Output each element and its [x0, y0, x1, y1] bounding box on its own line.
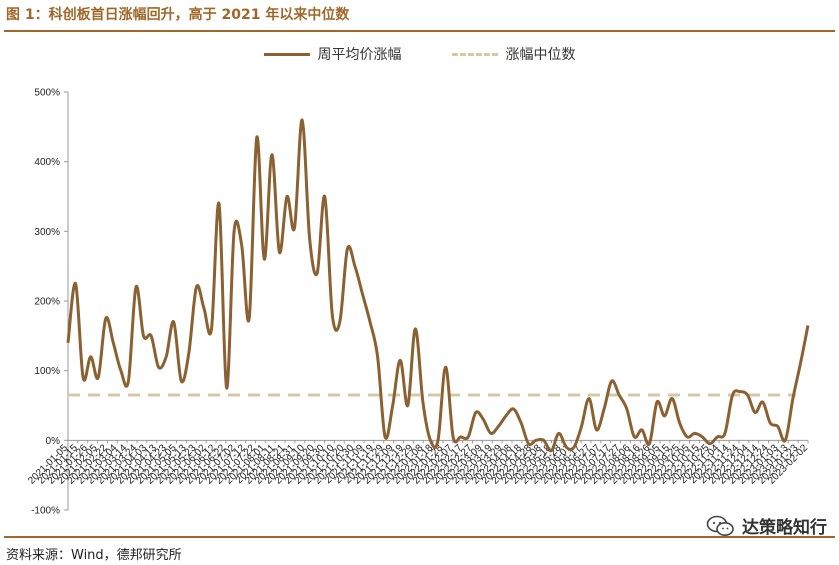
footer-rule [4, 536, 835, 538]
y-tick-label: 0% [46, 436, 61, 447]
legend-solid-swatch [263, 52, 310, 56]
legend: 周平均价涨幅 涨幅中位数 [0, 44, 839, 64]
title-rule [4, 30, 835, 32]
legend-item-median: 涨幅中位数 [451, 44, 576, 64]
series-line-avg [66, 118, 810, 453]
legend-label-median: 涨幅中位数 [505, 47, 576, 63]
chart-title: 图 1：科创板首日涨幅回升，高于 2021 年以来中位数 [6, 7, 350, 23]
legend-label-avg: 周平均价涨幅 [317, 47, 402, 63]
y-tick-label: -100% [31, 506, 60, 517]
y-tick-label: 500% [34, 88, 60, 99]
y-tick-label: 400% [34, 157, 60, 168]
y-tick-label: 300% [34, 227, 60, 238]
y-tick-label: 200% [34, 297, 60, 308]
legend-dashed-swatch [451, 52, 498, 56]
source-note: 资料来源：Wind，德邦研究所 [6, 548, 182, 563]
wechat-icon [706, 515, 734, 536]
y-tick-label: 100% [34, 366, 60, 377]
legend-item-avg: 周平均价涨幅 [263, 44, 402, 64]
watermark: 达策略知行 [706, 513, 827, 538]
watermark-text: 达策略知行 [742, 518, 827, 538]
